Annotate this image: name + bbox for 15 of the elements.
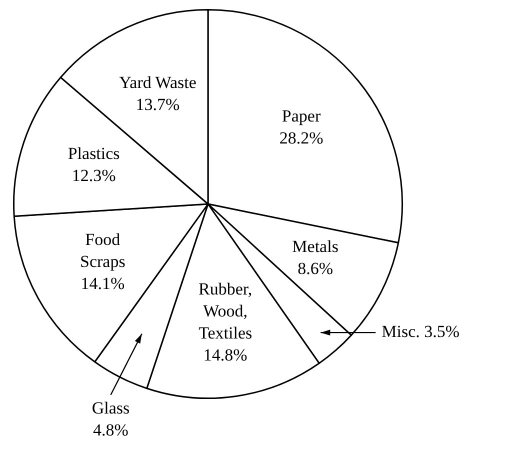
slice-label: Plastics (68, 144, 120, 164)
data-label: 4.8% (93, 420, 128, 440)
slice-label: Paper (282, 106, 321, 126)
data-label: 14.1% (80, 274, 125, 293)
data-label: 8.6% (298, 259, 334, 278)
slice-label: Food Scraps (80, 230, 126, 271)
slice-label: Rubber, Wood, Textiles (198, 280, 252, 343)
data-label: 13.7% (136, 95, 180, 114)
slice-label: Yard Waste (119, 73, 196, 92)
data-label: 12.3% (72, 166, 116, 186)
slice-label: Misc. 3.5% (382, 322, 460, 342)
data-label: 28.2% (279, 128, 324, 148)
slice-label: Metals (292, 237, 338, 256)
data-label: 14.8% (203, 346, 248, 365)
slice-label: Glass (92, 398, 130, 418)
